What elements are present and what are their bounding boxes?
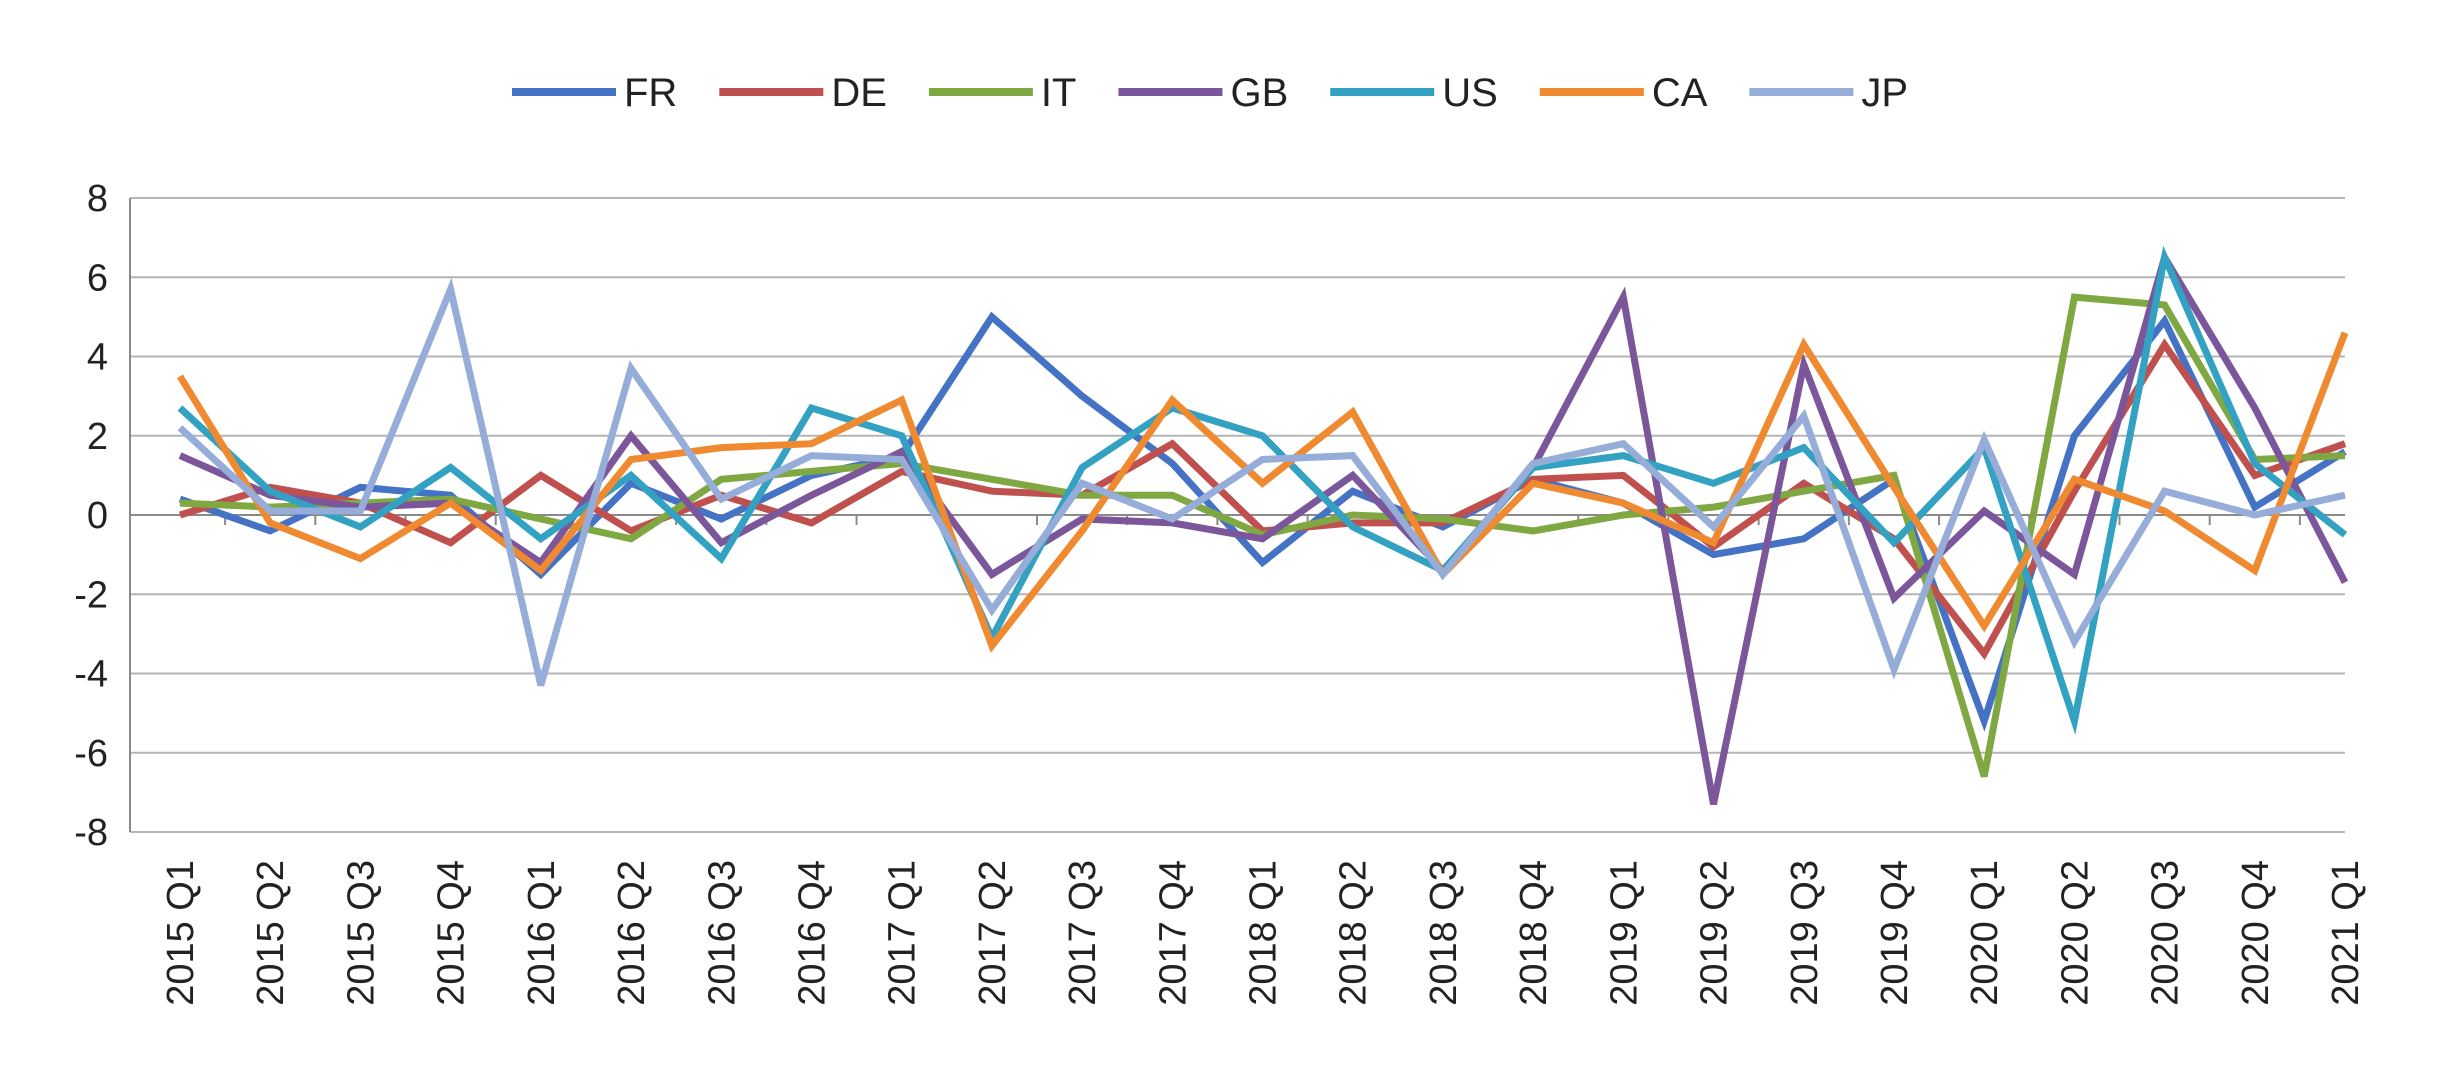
- series-line-us: [177, 245, 2348, 735]
- x-tick-label: 2016 Q2: [611, 860, 653, 1006]
- series-line-de: [178, 338, 2347, 661]
- legend-label-ca: CA: [1652, 71, 1708, 115]
- y-tick-label: -8: [74, 812, 108, 854]
- x-tick-label: 2018 Q2: [1333, 860, 1375, 1006]
- series-line-ca: [177, 331, 2349, 653]
- x-tick-label: 2016 Q1: [521, 860, 563, 1006]
- y-tick-label: -4: [74, 654, 108, 696]
- x-tick-label: 2018 Q4: [1513, 860, 1555, 1006]
- y-tick-label: 8: [87, 178, 108, 220]
- legend-label-fr: FR: [624, 71, 677, 115]
- x-tick-label: 2016 Q3: [701, 860, 743, 1006]
- x-tick-label: 2018 Q1: [1243, 860, 1285, 1006]
- legend-label-it: IT: [1041, 71, 1077, 115]
- x-tick-label: 2017 Q2: [972, 860, 1014, 1006]
- y-tick-label: 6: [87, 257, 108, 299]
- legend: FR DE IT GB US CA JP: [512, 71, 1908, 115]
- x-tick-label: 2017 Q4: [1152, 860, 1194, 1006]
- x-tick-label: 2017 Q1: [882, 860, 924, 1006]
- x-tick-label: 2019 Q1: [1603, 860, 1645, 1006]
- y-tick-label: 4: [87, 337, 108, 379]
- x-tick-label: 2015 Q3: [340, 860, 382, 1006]
- legend-label-gb: GB: [1230, 71, 1288, 115]
- x-tick-label: 2016 Q4: [791, 860, 833, 1006]
- y-tick-label: 2: [87, 416, 108, 458]
- series-line-gb: [178, 248, 2349, 806]
- x-tick-label: 2015 Q4: [431, 860, 473, 1006]
- legend-label-de: DE: [831, 71, 887, 115]
- y-tick-label: 0: [87, 495, 108, 537]
- x-tick-label: 2017 Q3: [1062, 860, 1104, 1006]
- x-tick-label: 2020 Q1: [1964, 860, 2006, 1006]
- legend-label-jp: JP: [1861, 71, 1908, 115]
- series-lines: [177, 245, 2349, 806]
- x-tick-label: 2015 Q2: [250, 860, 292, 1006]
- x-tick-label: 2020 Q4: [2235, 860, 2277, 1006]
- y-tick-label: -6: [74, 733, 108, 775]
- x-tick-label: 2020 Q3: [2145, 860, 2187, 1006]
- legend-label-us: US: [1442, 71, 1498, 115]
- x-tick-label: 2019 Q3: [1784, 860, 1826, 1006]
- y-axis-ticks: 8 6 4 2 0 -2 -4 -6 -8: [74, 178, 108, 854]
- series-line-jp: [177, 277, 2346, 687]
- x-tick-label: 2018 Q3: [1423, 860, 1465, 1006]
- x-tick-label: 2019 Q4: [1874, 860, 1916, 1006]
- y-tick-label: -2: [74, 574, 108, 616]
- x-axis-ticks: 2015 Q1 2015 Q2 2015 Q3 2015 Q4 2016 Q1 2016 …: [160, 860, 2367, 1006]
- x-tick-label: 2019 Q2: [1694, 860, 1736, 1006]
- x-tick-label: 2015 Q1: [160, 860, 202, 1006]
- x-tick-label: 2020 Q2: [2054, 860, 2096, 1006]
- x-tick-label: 2021 Q1: [2325, 860, 2367, 1006]
